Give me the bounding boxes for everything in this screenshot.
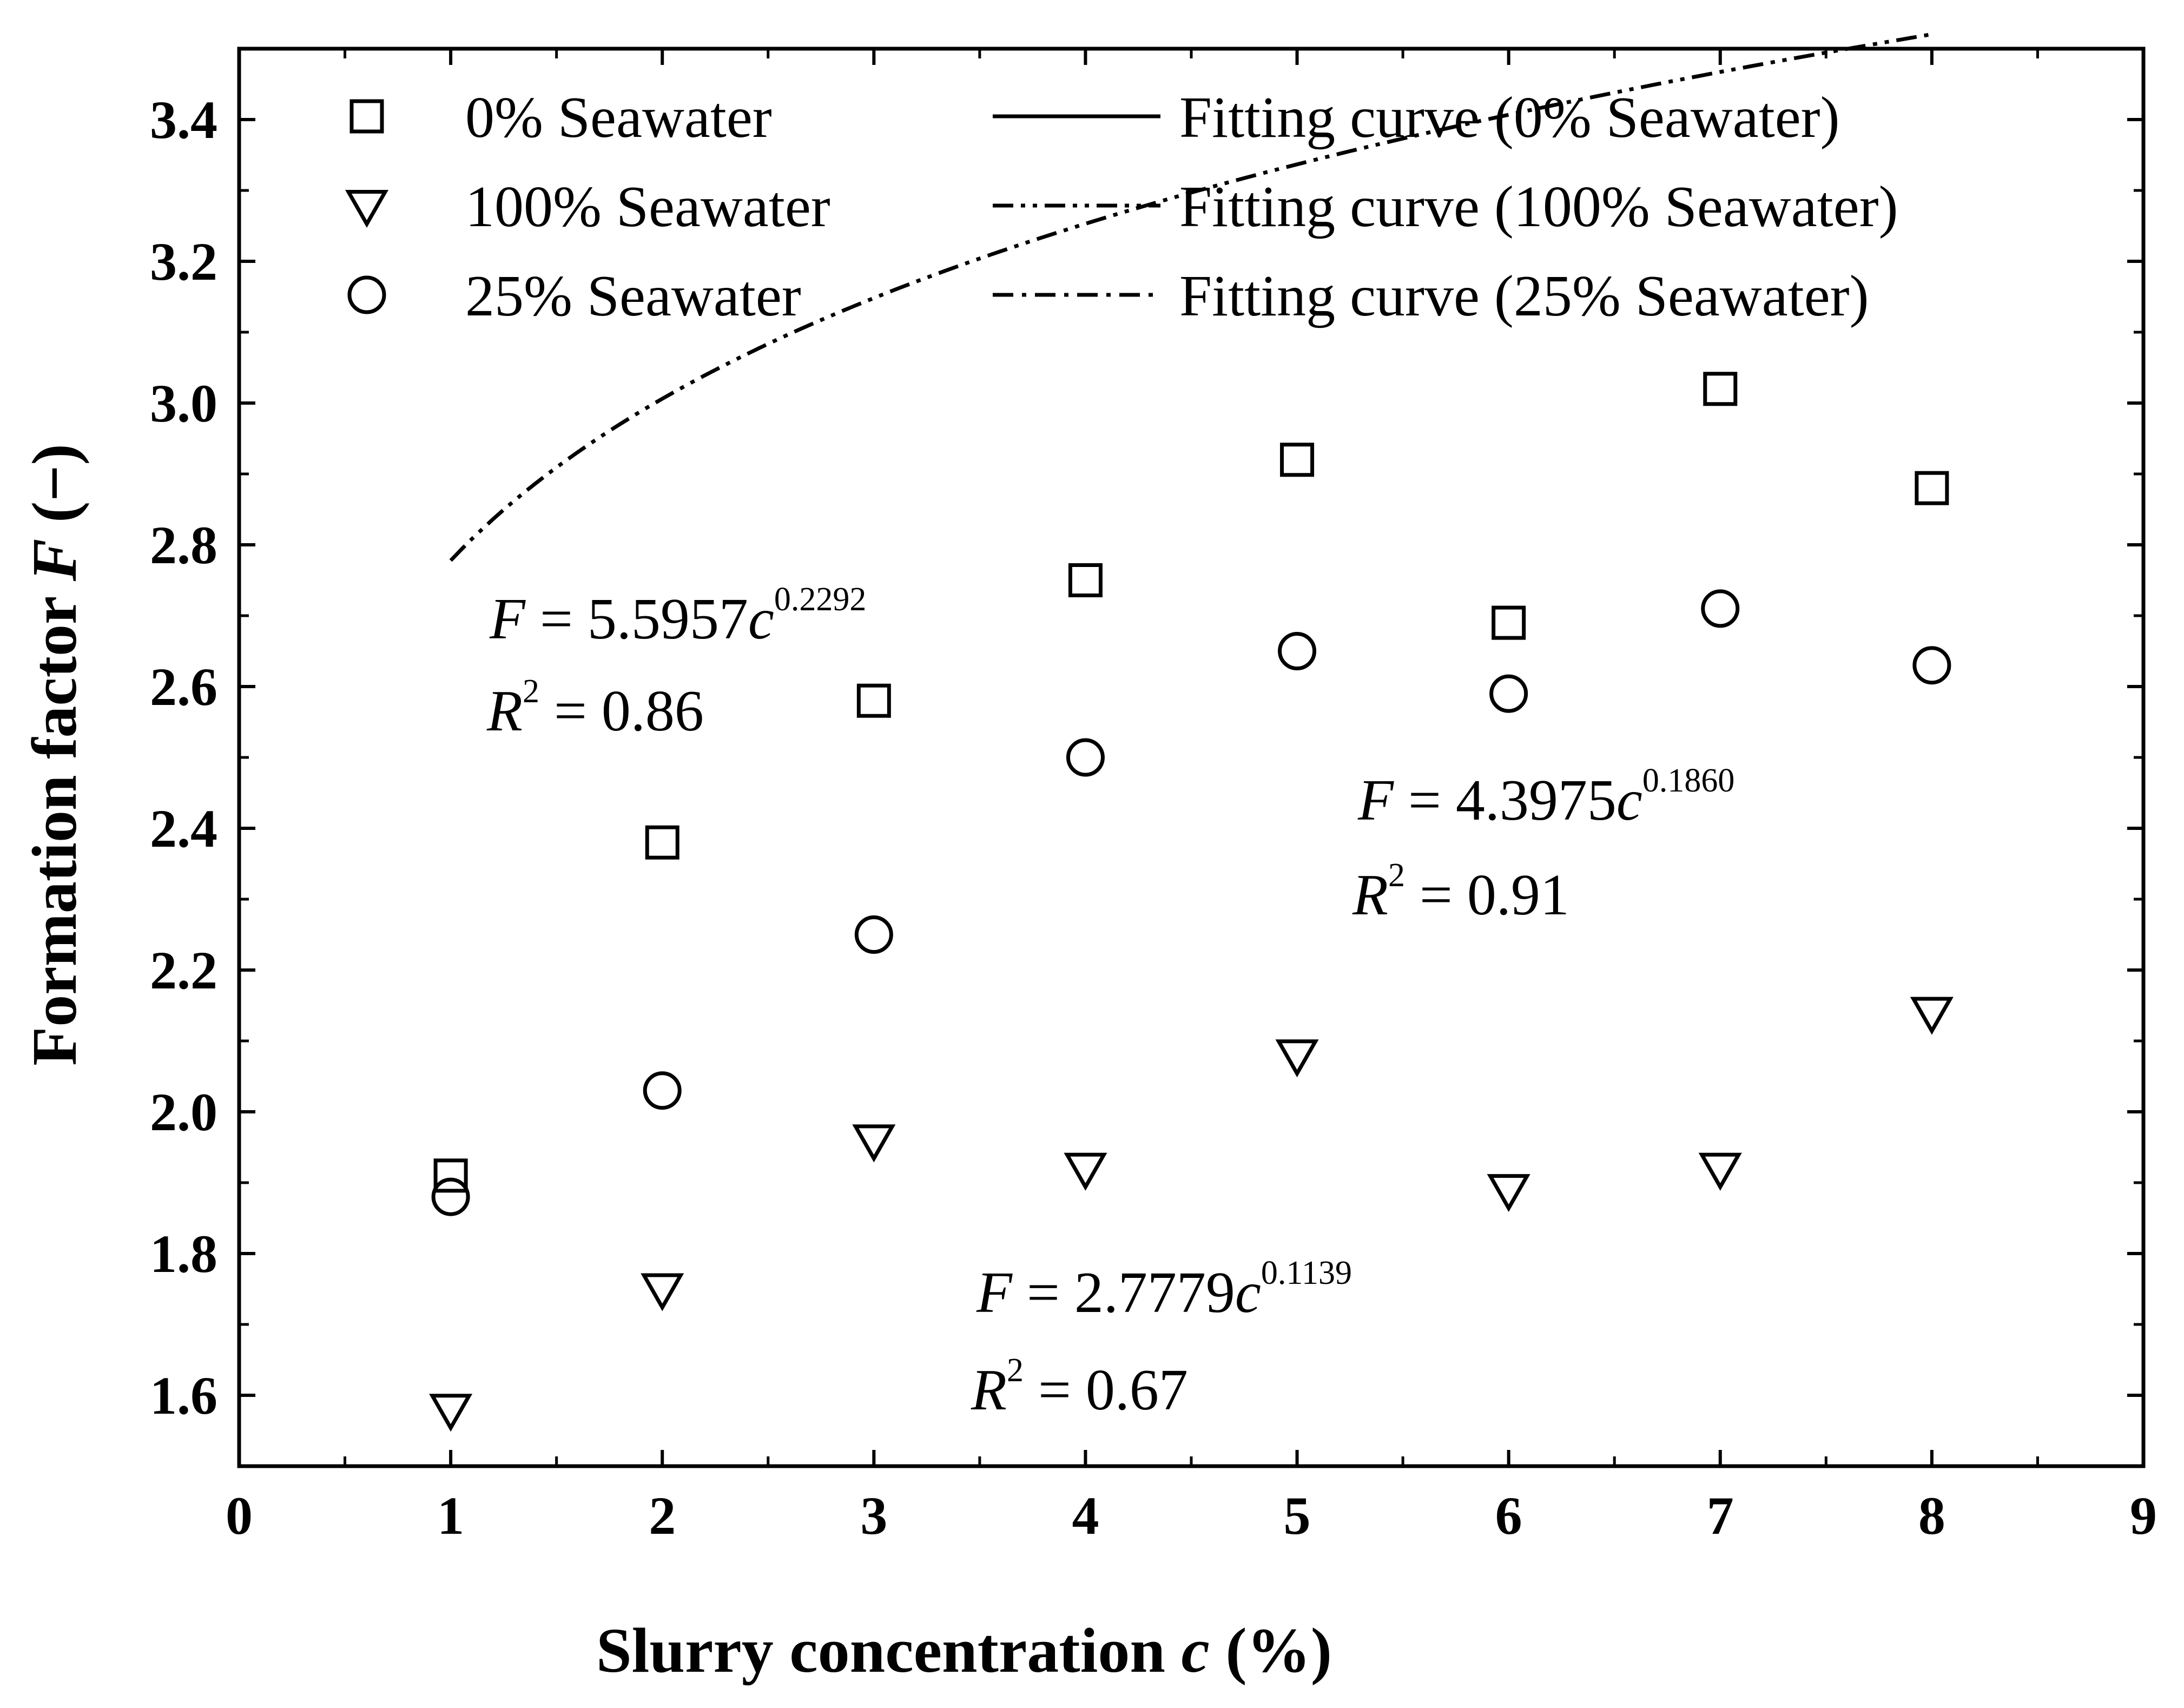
data-point-triangle-down: [1064, 1152, 1107, 1191]
y-tick-label: 2.2: [150, 940, 217, 1000]
y-tick-label: 2.6: [150, 657, 217, 717]
legend: 0% Seawater Fitting curve (0% Seawater) 10…: [345, 85, 1898, 328]
annotation-25pct: F = 4.3975c0.1860 R2 = 0.91: [1352, 762, 1734, 927]
data-point-circle: [1489, 674, 1528, 713]
legend-marker-circle: [347, 275, 386, 314]
data-point-triangle-down: [1698, 1152, 1742, 1191]
r-squared-100pct: R2 = 0.67: [971, 1352, 1188, 1422]
equation-100pct: F = 2.7779c0.1139: [976, 1255, 1352, 1325]
y-tick-label: 2.0: [150, 1082, 217, 1142]
data-point-square: [1915, 471, 1949, 505]
data-points: [429, 372, 1954, 1432]
r-squared-0pct: R2 = 0.86: [486, 673, 704, 743]
equation-25pct: F = 4.3975c0.1860: [1357, 762, 1734, 833]
data-point-circle: [1066, 738, 1105, 777]
y-tick-label: 3.0: [150, 373, 217, 433]
x-tick-label: 8: [1918, 1486, 1945, 1546]
r-squared-25pct: R2 = 0.91: [1352, 857, 1569, 927]
data-point-circle: [854, 915, 893, 954]
x-tick-label: 6: [1495, 1486, 1522, 1546]
data-point-triangle-down: [1910, 997, 1954, 1035]
annotation-0pct: F = 5.5957c0.2292 R2 = 0.86: [486, 581, 866, 743]
x-tick-label: 5: [1284, 1486, 1311, 1546]
x-tick-label: 9: [2130, 1486, 2157, 1546]
data-point-circle: [431, 1177, 470, 1216]
legend-fit-label: Fitting curve (25% Seawater): [1179, 264, 1869, 328]
legend-label: 100% Seawater: [465, 175, 830, 239]
x-axis-title: Slurry concentration c (%): [596, 1615, 1332, 1686]
x-tick-label: 1: [437, 1486, 464, 1546]
data-point-square: [1280, 443, 1315, 477]
data-point-square: [645, 825, 679, 860]
y-tick-label: 3.4: [150, 90, 217, 150]
data-point-triangle-down: [1487, 1174, 1530, 1212]
legend-fit-label: Fitting curve (0% Seawater): [1179, 85, 1840, 150]
x-tick-label: 7: [1707, 1486, 1734, 1546]
data-point-triangle-down: [852, 1124, 896, 1163]
y-tick-label: 1.6: [150, 1366, 217, 1426]
y-tick-label: 2.4: [150, 799, 217, 859]
data-point-square: [433, 1158, 468, 1193]
y-tick-label: 1.8: [150, 1224, 217, 1284]
y-axis-title: Formation factor F (−): [19, 444, 90, 1066]
data-point-square: [1068, 563, 1103, 597]
data-point-square: [1492, 605, 1526, 640]
y-tick-label: 2.8: [150, 515, 217, 575]
data-point-circle: [1278, 632, 1317, 670]
data-point-triangle-down: [429, 1394, 473, 1432]
legend-fit-label: Fitting curve (100% Seawater): [1179, 175, 1898, 239]
x-tick-label: 0: [226, 1486, 253, 1546]
data-point-square: [856, 683, 891, 718]
fitting-curves: [449, 32, 1932, 562]
legend-label: 0% Seawater: [465, 85, 772, 150]
legend-marker-square: [349, 99, 384, 134]
data-point-triangle-down: [1275, 1039, 1319, 1078]
data-point-circle: [1701, 589, 1740, 628]
legend-marker-triangle-down: [345, 190, 389, 228]
y-tick-label: 3.2: [150, 232, 217, 292]
data-point-circle: [643, 1071, 682, 1110]
data-point-triangle-down: [641, 1273, 684, 1311]
equation-0pct: F = 5.5957c0.2292: [489, 581, 866, 651]
data-point-square: [1703, 372, 1738, 406]
annotation-100pct: F = 2.7779c0.1139 R2 = 0.67: [971, 1255, 1352, 1422]
legend-label: 25% Seawater: [465, 264, 801, 328]
data-point-circle: [1912, 646, 1951, 685]
x-tick-label: 3: [860, 1486, 887, 1546]
fit-curve-1: [449, 32, 1932, 562]
axes: 0 1 2 3 4 5 6 7 8 9 1.6 1.8 2.0 2.2 2.4 2.6 2.8 3.0 3.2 3.4: [150, 47, 2157, 1546]
x-tick-label: 4: [1072, 1486, 1099, 1546]
x-tick-label: 2: [649, 1486, 676, 1546]
